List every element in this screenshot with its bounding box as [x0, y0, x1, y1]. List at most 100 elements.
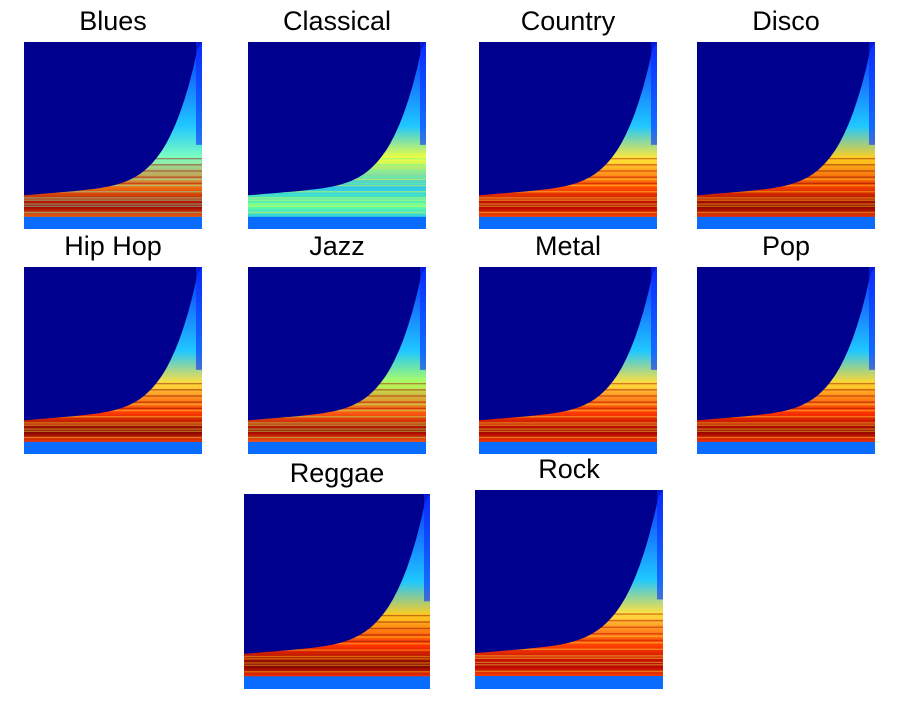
heatmap-dark-region	[697, 267, 875, 421]
heatmap-dark-region	[475, 490, 663, 654]
heatmap-streak	[697, 428, 875, 430]
heatmap-streak	[24, 416, 202, 418]
heatmap-streak	[244, 671, 430, 673]
heatmap-streak	[24, 191, 202, 193]
heatmap-streak	[479, 211, 657, 214]
heatmap-streak	[697, 416, 875, 418]
heatmap-streak	[24, 205, 202, 208]
heatmap-streak	[697, 191, 875, 193]
heatmap-streak	[479, 416, 657, 418]
panel-hiphop: Hip Hop	[24, 231, 202, 454]
heatmap-bottom-band	[24, 441, 202, 454]
heatmap-streak	[248, 197, 426, 199]
heatmap-streak	[248, 211, 426, 214]
heatmap-streak	[479, 424, 657, 426]
heatmap-image	[697, 42, 875, 229]
panel-title: Classical	[282, 6, 392, 36]
heatmap-streak	[479, 199, 657, 201]
heatmap-image	[24, 267, 202, 454]
heatmap-streak	[475, 661, 663, 664]
heatmap-bottom-band	[248, 441, 426, 454]
heatmap-edge	[657, 490, 663, 600]
heatmap-image	[248, 42, 426, 229]
heatmap-image	[24, 42, 202, 229]
heatmap-streak	[479, 409, 657, 412]
heatmap-streak	[479, 430, 657, 433]
heatmap-streak	[24, 211, 202, 214]
heatmap-image	[697, 267, 875, 454]
heatmap-streak	[244, 649, 430, 651]
heatmap-streak	[24, 199, 202, 201]
heatmap-streak	[248, 191, 426, 193]
heatmap-bottom-band	[24, 216, 202, 229]
panel-jazz: Jazz	[248, 231, 426, 454]
heatmap-streak	[475, 670, 663, 673]
heatmap-streak	[697, 436, 875, 439]
heatmap-streak	[248, 199, 426, 201]
heatmap-edge	[424, 494, 430, 602]
heatmap-bottom-band	[479, 216, 657, 229]
heatmap-edge	[196, 267, 202, 370]
heatmap-streak	[248, 424, 426, 426]
heatmap-edge	[420, 267, 426, 370]
heatmap-streak	[479, 203, 657, 205]
heatmap-streak	[475, 657, 663, 659]
heatmap-streak	[248, 422, 426, 424]
heatmap-streak	[24, 409, 202, 412]
heatmap-edge	[651, 267, 657, 370]
heatmap-streak	[475, 642, 663, 644]
panel-title: Blues	[79, 6, 147, 36]
heatmap-streak	[697, 205, 875, 208]
heatmap-image	[248, 267, 426, 454]
panel-disco: Disco	[697, 6, 875, 229]
heatmap-streak	[697, 430, 875, 433]
heatmap-streak	[24, 424, 202, 426]
panel-title: Pop	[761, 231, 811, 261]
heatmap-edge	[196, 42, 202, 145]
heatmap-streak	[24, 436, 202, 439]
heatmap-dark-region	[248, 42, 426, 196]
heatmap-dark-region	[24, 267, 202, 421]
heatmap-streak	[697, 199, 875, 201]
heatmap-streak	[475, 664, 663, 666]
heatmap-streak	[24, 422, 202, 424]
heatmap-streak	[244, 662, 430, 664]
heatmap-streak	[244, 664, 430, 667]
panel-rock: Rock	[475, 454, 663, 689]
heatmap-dark-region	[479, 42, 657, 196]
heatmap-streak	[24, 203, 202, 205]
heatmap-dark-region	[697, 42, 875, 196]
heatmap-dark-region	[24, 42, 202, 196]
panel-title: Hip Hop	[64, 231, 162, 261]
panel-country: Country	[479, 6, 657, 229]
heatmap-streak	[697, 409, 875, 412]
heatmap-streak	[697, 211, 875, 214]
panel-blues: Blues	[24, 6, 202, 229]
heatmap-bottom-band	[475, 676, 663, 689]
heatmap-streak	[479, 422, 657, 424]
heatmap-streak	[244, 658, 430, 660]
heatmap-streak	[479, 197, 657, 199]
heatmap-dark-region	[244, 494, 430, 654]
heatmap-streak	[248, 428, 426, 430]
panel-title: Metal	[534, 231, 602, 261]
heatmap-streak	[479, 436, 657, 439]
heatmap-bottom-band	[244, 676, 430, 689]
heatmap-bottom-band	[248, 216, 426, 229]
heatmap-streak	[697, 422, 875, 424]
heatmap-streak	[697, 424, 875, 426]
panel-title: Country	[520, 6, 616, 36]
heatmap-streak	[24, 197, 202, 199]
heatmap-bottom-band	[697, 216, 875, 229]
heatmap-image	[475, 490, 663, 689]
heatmap-streak	[479, 191, 657, 193]
panel-metal: Metal	[479, 231, 657, 454]
heatmap-edge	[420, 42, 426, 145]
heatmap-streak	[24, 430, 202, 433]
panel-classical: Classical	[248, 6, 426, 229]
heatmap-streak	[248, 436, 426, 439]
heatmap-dark-region	[248, 267, 426, 421]
panel-title: Rock	[538, 454, 600, 484]
heatmap-edge	[651, 42, 657, 145]
heatmap-edge	[869, 42, 875, 145]
